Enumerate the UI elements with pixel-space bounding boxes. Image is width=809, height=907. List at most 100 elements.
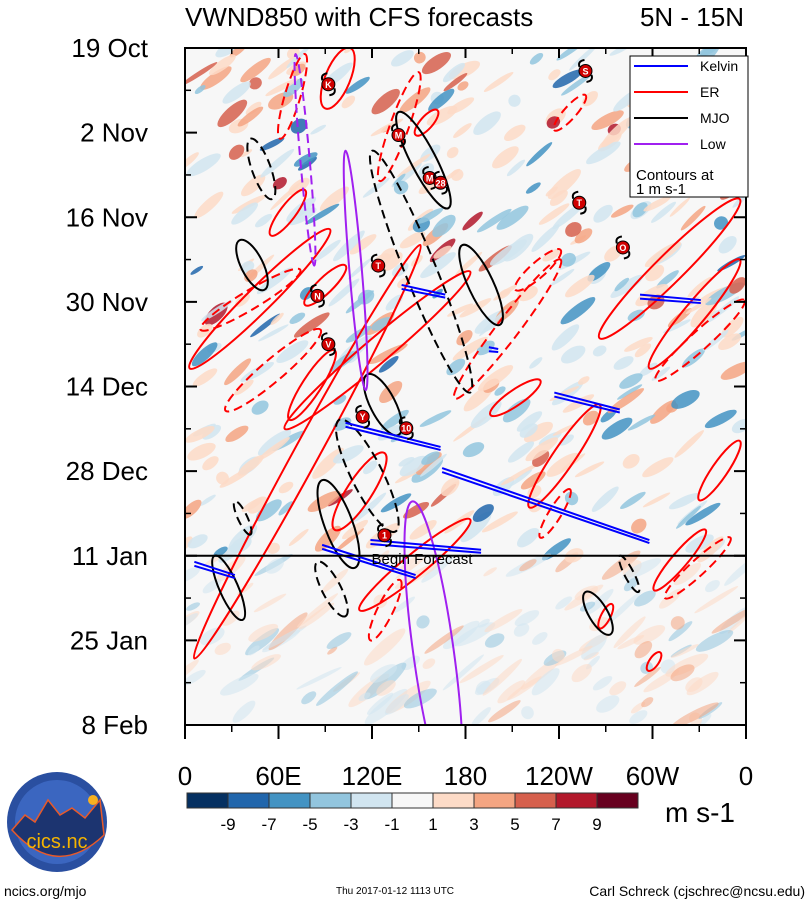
- storm-label: 28: [436, 178, 446, 188]
- anomaly-patch: [546, 452, 580, 477]
- legend-label: MJO: [700, 110, 730, 126]
- anomaly-patch: [231, 194, 267, 214]
- anomaly-patch: [607, 388, 645, 414]
- anomaly-patch: [310, 124, 327, 135]
- colorbar-swatch: [227, 792, 270, 809]
- mjo-contour: [582, 590, 614, 636]
- colorbar-swatch: [186, 792, 229, 809]
- anomaly-patch: [462, 442, 485, 458]
- anomaly-patch: [549, 189, 568, 206]
- anomaly-patch: [363, 628, 406, 666]
- anomaly-patch: [248, 77, 262, 90]
- anomaly-patch: [477, 618, 490, 628]
- site-link[interactable]: ncics.org/mjo: [4, 883, 87, 899]
- anomaly-patch: [555, 596, 573, 610]
- anomaly-patch: [556, 48, 585, 61]
- anomaly-patch: [421, 555, 454, 583]
- anomaly-patch: [622, 558, 662, 580]
- anomaly-patch: [200, 66, 232, 90]
- anomaly-patch: [453, 123, 472, 138]
- legend-note-line2: 1 m s-1: [636, 181, 686, 198]
- legend-note-line1: Contours at: [636, 167, 714, 184]
- anomaly-patch: [685, 297, 712, 315]
- anomaly-patch: [314, 239, 341, 262]
- storm-marker: O: [615, 235, 631, 260]
- anomaly-patch: [192, 368, 218, 387]
- y-tick-label: 30 Nov: [66, 287, 148, 317]
- mjo-contour: [314, 560, 349, 618]
- anomaly-patch: [298, 602, 335, 630]
- kelvin-contour: [441, 467, 650, 544]
- storm-label: T: [375, 261, 381, 271]
- er-contour: [647, 258, 742, 370]
- cyclone-icon-body: [321, 77, 336, 92]
- anomaly-patch: [255, 499, 282, 522]
- cics-logo: cics.nc: [7, 772, 107, 872]
- cyclone-icon: [615, 235, 631, 260]
- cyclone-icon-body: [433, 175, 448, 190]
- anomaly-patch: [287, 207, 317, 226]
- anomaly-patch: [643, 196, 671, 212]
- anomaly-patch: [506, 159, 526, 177]
- anomaly-patch: [698, 713, 712, 725]
- anomaly-patch: [685, 534, 714, 553]
- anomaly-patch: [489, 239, 527, 266]
- anomaly-patch: [609, 681, 627, 696]
- anomaly-patch: [321, 568, 349, 594]
- anomaly-patch: [459, 298, 492, 318]
- anomaly-patch: [288, 177, 310, 196]
- colorbar-label: 9: [592, 815, 601, 834]
- cyclone-icon-body: [615, 240, 630, 255]
- colorbar-label: -3: [343, 815, 358, 834]
- anomaly-patch: [629, 710, 648, 724]
- anomaly-patch: [393, 173, 406, 186]
- anomaly-patch: [560, 345, 586, 364]
- anomaly-patch: [609, 48, 633, 56]
- anomaly-patch: [237, 106, 264, 127]
- anomaly-patch: [700, 48, 719, 56]
- anomaly-patch: [251, 654, 281, 671]
- er-contour: [223, 327, 323, 413]
- anomaly-patch: [270, 312, 284, 326]
- anomaly-patch: [569, 48, 599, 71]
- anomaly-patch: [619, 373, 643, 389]
- author-credit: Carl Schreck (cjschrec@ncsu.edu): [589, 883, 805, 899]
- kelvin-contour: [554, 391, 621, 414]
- anomaly-patch: [641, 697, 654, 708]
- er-contour: [452, 258, 563, 400]
- cyclone-icon: [433, 170, 449, 195]
- storm-marker: K: [320, 72, 336, 97]
- storm-label: Y: [360, 412, 366, 422]
- er-contour: [597, 197, 742, 340]
- anomaly-patch: [552, 69, 583, 89]
- cyclone-icon: [320, 332, 336, 357]
- anomaly-patch: [508, 94, 521, 107]
- anomaly-patch: [319, 186, 349, 212]
- anomaly-patch: [419, 410, 452, 427]
- anomaly-patch: [428, 88, 455, 112]
- mjo-contour: [458, 243, 504, 327]
- colorbar-swatch: [555, 792, 598, 809]
- anomaly-patch: [462, 211, 483, 231]
- storm-label: N: [314, 291, 321, 301]
- anomaly-patch: [220, 673, 259, 696]
- er-contour: [489, 378, 542, 418]
- anomaly-patch: [633, 625, 666, 645]
- mjo-contour: [232, 500, 253, 536]
- anomaly-patch: [358, 692, 371, 702]
- anomaly-patch: [481, 511, 518, 533]
- anomaly-patch: [560, 252, 576, 267]
- er-contour: [645, 651, 663, 672]
- anomaly-patch: [676, 505, 702, 529]
- anomaly-patch: [538, 203, 570, 225]
- anomaly-patch: [185, 152, 199, 171]
- x-tick-label: 60W: [626, 761, 680, 791]
- er-contour: [276, 52, 309, 140]
- x-tick-label: 60E: [255, 761, 301, 791]
- storm-marker: 10: [398, 416, 414, 441]
- kelvin-contour: [321, 543, 416, 580]
- anomaly-patch: [333, 230, 365, 262]
- mjo-contour: [368, 149, 474, 394]
- x-tick-label: 120E: [342, 761, 403, 791]
